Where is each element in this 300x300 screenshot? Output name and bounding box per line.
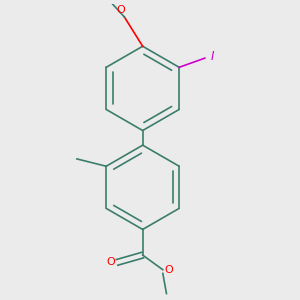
Text: O: O	[164, 265, 173, 275]
Text: O: O	[106, 257, 115, 267]
Text: I: I	[210, 50, 214, 63]
Text: O: O	[116, 5, 125, 15]
